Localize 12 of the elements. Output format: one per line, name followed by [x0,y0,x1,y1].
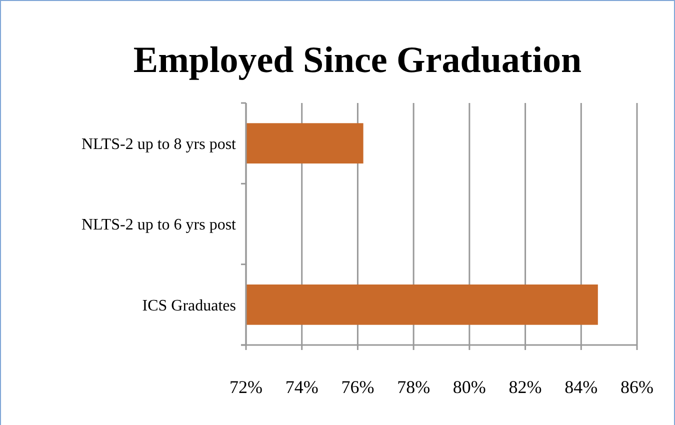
y-tick-label: NLTS-2 up to 6 yrs post [81,216,237,234]
y-tick-label: NLTS-2 up to 8 yrs post [81,136,237,153]
x-tick-label: 76% [341,377,374,397]
x-tick-label: 82% [508,377,542,397]
chart-title: Employed Since Graduation [133,40,582,81]
x-tick-label: 78% [397,377,430,397]
y-tick-label: ICS Graduates [142,297,236,314]
x-tick-label: 80% [452,377,486,397]
x-tick-label: 72% [230,377,262,397]
x-tick-label: 84% [564,377,598,397]
x-tick-label: 74% [285,377,318,397]
x-tick-label: 86% [620,377,654,397]
